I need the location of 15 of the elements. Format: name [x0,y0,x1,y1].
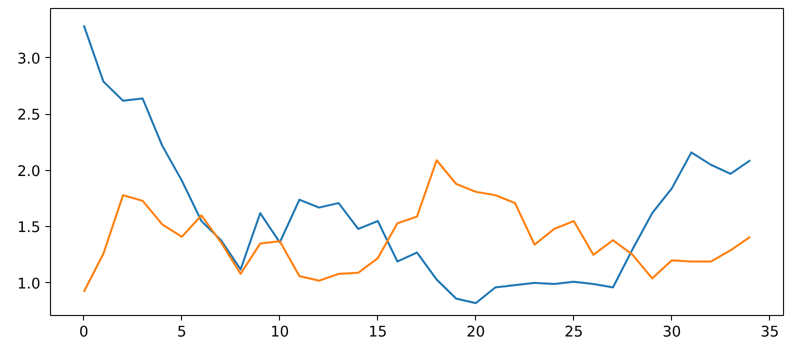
y-tick-label: 1.5 [17,219,41,236]
line-series [82,159,752,293]
y-tick-label: 2.5 [17,106,41,124]
x-tick-label: 30 [662,324,682,340]
line-series [82,24,752,304]
x-tick-label: 25 [564,324,584,340]
y-tick-label: 2.0 [17,162,41,180]
y-tick-label: 3.0 [17,50,41,68]
x-tick-label: 5 [177,324,186,340]
x-tick-label: 0 [79,324,88,340]
x-tick-label: 20 [466,324,486,340]
x-tick-label: 10 [270,324,290,340]
y-tick-label: 1.0 [17,275,41,292]
x-tick-label: 35 [760,324,780,340]
x-tick-label: 15 [368,324,388,340]
